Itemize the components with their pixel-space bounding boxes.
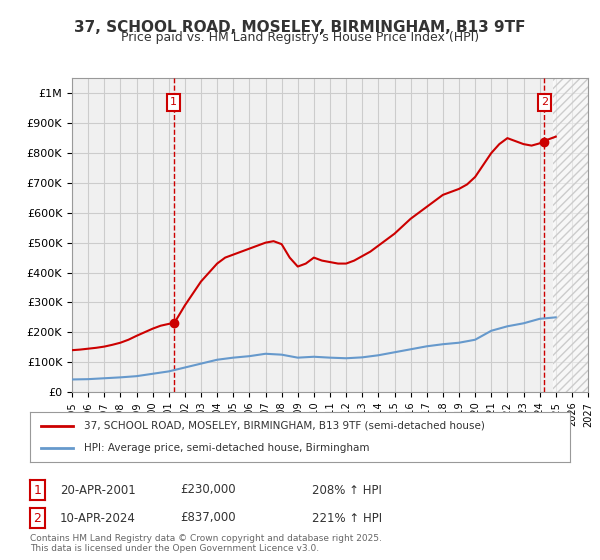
Text: 37, SCHOOL ROAD, MOSELEY, BIRMINGHAM, B13 9TF (semi-detached house): 37, SCHOOL ROAD, MOSELEY, BIRMINGHAM, B1…: [84, 421, 485, 431]
Text: Contains HM Land Registry data © Crown copyright and database right 2025.
This d: Contains HM Land Registry data © Crown c…: [30, 534, 382, 553]
Text: 37, SCHOOL ROAD, MOSELEY, BIRMINGHAM, B13 9TF: 37, SCHOOL ROAD, MOSELEY, BIRMINGHAM, B1…: [74, 20, 526, 35]
Bar: [553, 78, 588, 392]
Text: £230,000: £230,000: [180, 483, 236, 497]
Text: 221% ↑ HPI: 221% ↑ HPI: [312, 511, 382, 525]
Text: 2: 2: [34, 511, 41, 525]
Bar: [553, 78, 588, 392]
Text: 10-APR-2024: 10-APR-2024: [60, 511, 136, 525]
Text: 208% ↑ HPI: 208% ↑ HPI: [312, 483, 382, 497]
Text: 2: 2: [541, 97, 548, 108]
Text: Price paid vs. HM Land Registry's House Price Index (HPI): Price paid vs. HM Land Registry's House …: [121, 31, 479, 44]
Text: HPI: Average price, semi-detached house, Birmingham: HPI: Average price, semi-detached house,…: [84, 443, 370, 453]
Text: £837,000: £837,000: [180, 511, 236, 525]
Text: 1: 1: [170, 97, 177, 108]
Text: 1: 1: [34, 483, 41, 497]
Text: 20-APR-2001: 20-APR-2001: [60, 483, 136, 497]
